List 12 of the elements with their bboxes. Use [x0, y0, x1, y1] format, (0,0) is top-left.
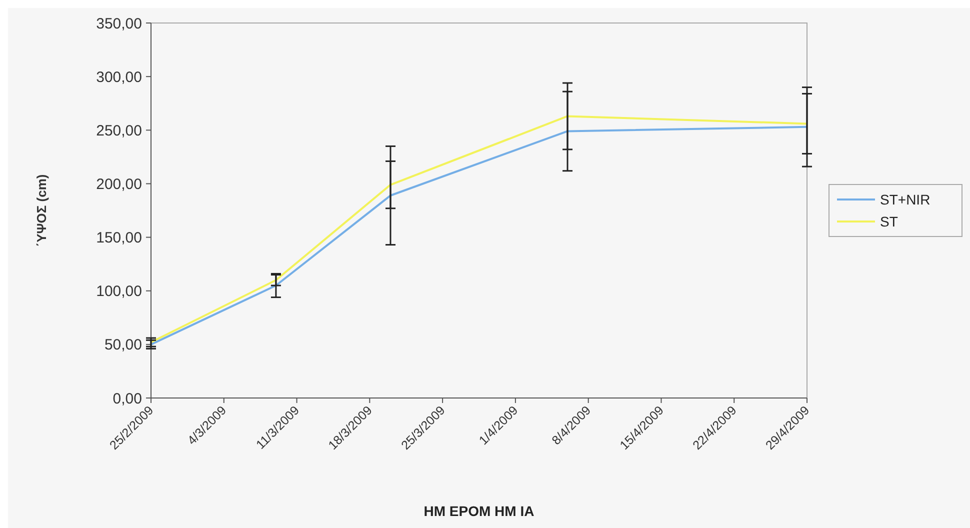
y-tick-label: 300,00: [96, 68, 142, 86]
y-tick-label: 200,00: [96, 176, 142, 193]
legend-label: ST+NIR: [880, 191, 930, 208]
y-tick-label: 350,00: [96, 15, 142, 32]
y-axis-title: ΄ΥΨΟΣ (cm): [34, 174, 49, 247]
y-tick-label: 150,00: [96, 230, 142, 247]
y-tick-label: 250,00: [96, 122, 142, 140]
y-tick-label: 100,00: [96, 283, 142, 300]
y-tick-label: 50,00: [104, 336, 142, 354]
y-tick-label: 0,00: [112, 390, 142, 408]
x-axis-title: HM EPOM HM IA: [424, 503, 534, 519]
legend-label: ST: [880, 213, 898, 230]
